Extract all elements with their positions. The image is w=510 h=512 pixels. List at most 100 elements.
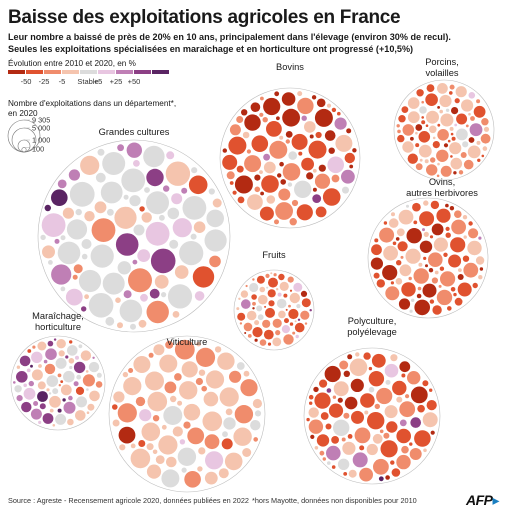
- department-bubble: [204, 471, 218, 485]
- department-bubble: [297, 318, 301, 321]
- department-bubble: [308, 394, 314, 400]
- department-bubble: [401, 282, 416, 297]
- department-bubble: [366, 443, 378, 456]
- department-bubble: [159, 354, 178, 373]
- department-bubble: [359, 467, 373, 482]
- department-bubble: [413, 220, 418, 225]
- department-bubble: [425, 264, 428, 268]
- department-bubble: [254, 186, 261, 193]
- department-bubble: [432, 136, 436, 140]
- department-bubble: [267, 289, 276, 298]
- department-bubble: [343, 370, 350, 377]
- department-bubble: [436, 174, 440, 178]
- department-bubble: [174, 373, 182, 381]
- department-bubble: [277, 173, 282, 178]
- department-bubble: [373, 272, 380, 279]
- department-bubble: [239, 322, 243, 325]
- department-bubble: [121, 168, 146, 193]
- department-bubble: [339, 360, 349, 370]
- department-bubble: [473, 105, 486, 118]
- department-bubble: [266, 195, 276, 204]
- department-bubble: [276, 116, 280, 121]
- department-bubble: [304, 322, 308, 325]
- department-bubble: [319, 379, 328, 388]
- department-bubble: [281, 92, 296, 106]
- department-bubble: [328, 147, 335, 154]
- department-bubble: [407, 371, 421, 385]
- department-bubble: [164, 381, 177, 394]
- department-bubble: [146, 191, 169, 215]
- size-legend-circle: [21, 147, 27, 153]
- department-bubble: [410, 417, 422, 428]
- department-bubble: [324, 130, 336, 141]
- department-bubble: [240, 379, 258, 397]
- department-bubble: [251, 135, 269, 152]
- department-bubble: [60, 235, 66, 241]
- department-bubble: [289, 322, 294, 326]
- department-bubble: [409, 442, 413, 446]
- department-bubble: [181, 361, 198, 378]
- department-bubble: [259, 339, 267, 346]
- department-bubble: [21, 401, 32, 413]
- department-bubble: [261, 175, 279, 193]
- department-bubble: [481, 154, 485, 158]
- department-bubble: [174, 339, 195, 360]
- department-bubble: [32, 345, 36, 349]
- department-bubble: [450, 132, 454, 136]
- department-bubble: [153, 344, 165, 356]
- department-bubble: [430, 200, 440, 210]
- department-bubble: [284, 318, 289, 324]
- cluster-6: [108, 335, 266, 493]
- department-bubble: [331, 465, 336, 469]
- cluster-4: [233, 269, 315, 351]
- department-bubble: [289, 289, 293, 292]
- department-bubble: [259, 206, 274, 221]
- department-bubble: [458, 268, 462, 272]
- source-note: Source : Agreste - Recensement agricole …: [8, 496, 249, 505]
- department-bubble: [434, 270, 439, 275]
- department-bubble: [137, 249, 151, 262]
- department-bubble: [167, 284, 193, 309]
- department-bubble: [206, 209, 224, 228]
- color-legend-tick: -50: [21, 77, 32, 86]
- department-bubble: [315, 206, 327, 218]
- department-bubble: [322, 188, 341, 206]
- department-bubble: [222, 148, 227, 153]
- department-bubble: [374, 238, 379, 243]
- department-bubble: [47, 340, 54, 347]
- department-bubble: [214, 346, 222, 353]
- department-bubble: [282, 163, 301, 181]
- cluster-outline: [393, 79, 495, 181]
- department-bubble: [228, 136, 247, 155]
- department-bubble: [115, 233, 139, 256]
- department-bubble: [192, 266, 215, 288]
- department-bubble: [392, 380, 407, 396]
- department-bubble: [13, 381, 16, 384]
- department-bubble: [97, 148, 105, 156]
- department-bubble: [224, 452, 243, 471]
- department-bubble: [463, 235, 467, 239]
- department-bubble: [445, 108, 450, 113]
- department-bubble: [254, 320, 260, 326]
- department-bubble: [84, 211, 95, 222]
- department-bubble: [458, 170, 464, 175]
- department-bubble: [346, 128, 352, 134]
- department-bubble: [384, 363, 399, 378]
- department-bubble: [390, 354, 398, 362]
- department-bubble: [326, 445, 341, 461]
- department-bubble: [314, 446, 319, 450]
- department-bubble: [288, 304, 291, 308]
- department-bubble: [44, 204, 51, 212]
- department-bubble: [195, 377, 203, 386]
- department-bubble: [398, 209, 414, 225]
- department-bubble: [449, 126, 454, 131]
- department-bubble: [285, 308, 288, 311]
- department-bubble: [476, 99, 481, 104]
- department-bubble: [344, 396, 358, 410]
- department-bubble: [117, 403, 137, 423]
- department-bubble: [454, 210, 462, 218]
- department-bubble: [373, 458, 389, 475]
- department-bubble: [217, 352, 235, 370]
- department-bubble: [462, 255, 470, 262]
